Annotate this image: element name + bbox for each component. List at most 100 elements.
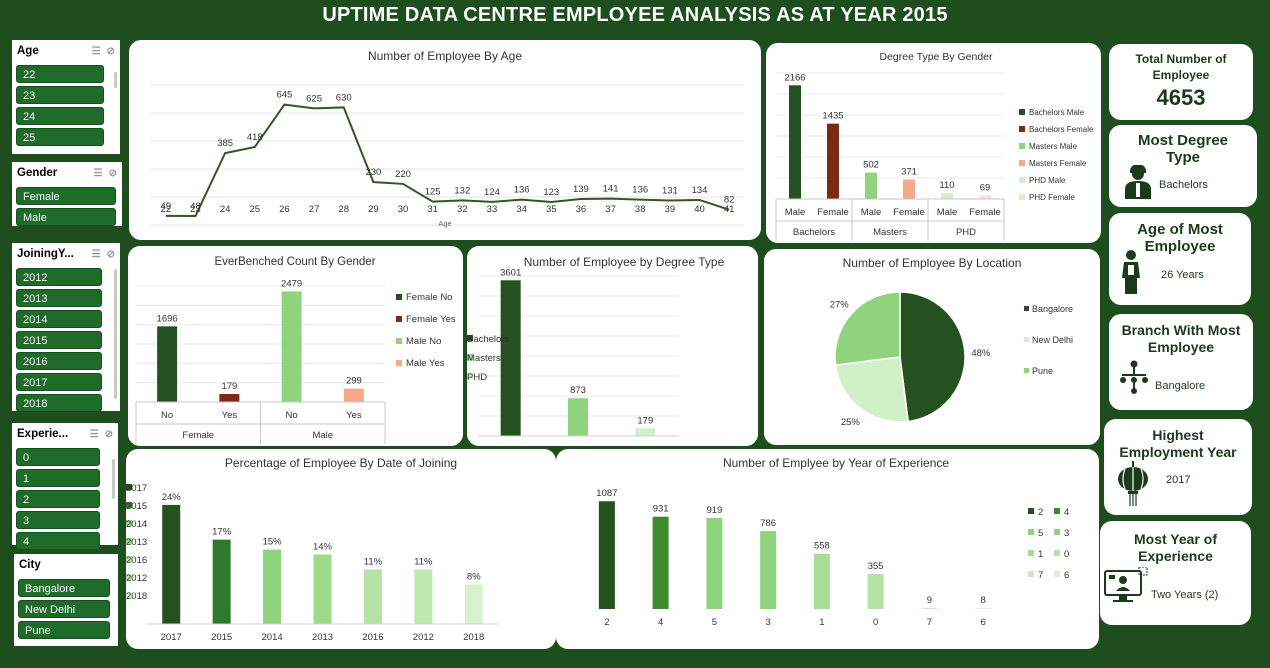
multi-select-icon[interactable]: ☰ [91, 248, 101, 260]
legend-swatch [126, 520, 132, 526]
clear-filter-icon[interactable]: ⊘ [108, 167, 117, 179]
data-label: 48% [971, 348, 991, 359]
panel-location: Number of Employee By Location 48% 25% 27% B… [764, 249, 1100, 445]
slicer-item-4[interactable]: 4 [16, 532, 100, 550]
x-tick-label: 7 [927, 617, 932, 628]
group-label: Male [312, 430, 333, 441]
legend-label: Masters Male [1029, 142, 1078, 151]
legend-swatch [467, 354, 473, 360]
legend-swatch [1024, 337, 1029, 342]
x-tick-label: 34 [516, 204, 527, 215]
slicer-item-2012[interactable]: 2012 [16, 268, 102, 286]
slicer-item-0[interactable]: 0 [16, 448, 100, 466]
legend-swatch [1028, 571, 1034, 577]
slicer-item-3[interactable]: 3 [16, 511, 100, 529]
legend-swatch [396, 316, 402, 322]
x-tick-label: 2016 [362, 632, 383, 643]
bar [313, 554, 332, 624]
slicer-item-2[interactable]: 2 [16, 490, 100, 508]
data-label: 873 [570, 385, 586, 396]
data-label: 69 [980, 182, 991, 193]
bar [343, 388, 364, 402]
chart-title: Percentage of Employee By Date of Joinin… [225, 456, 457, 470]
x-tick-label: 24 [220, 204, 231, 215]
bar [157, 326, 178, 402]
clear-filter-icon[interactable]: ⊘ [104, 428, 113, 440]
legend-label: 2018 [126, 591, 147, 602]
data-label: 371 [901, 167, 917, 178]
slicer-item-2014[interactable]: 2014 [16, 310, 102, 328]
data-label: 355 [868, 561, 884, 572]
data-label: 24% [162, 492, 182, 503]
multi-select-icon[interactable]: ☰ [91, 45, 101, 57]
legend-swatch [1024, 368, 1029, 373]
data-label: 134 [692, 185, 708, 196]
legend-label: 2014 [126, 519, 147, 530]
x-tick-label: No [161, 410, 173, 421]
kpi-year: Highest Employment Year 2017 [1104, 419, 1252, 515]
data-label: 179 [221, 381, 237, 392]
x-tick-label: 27 [309, 204, 320, 215]
scrollbar[interactable] [114, 72, 117, 88]
legend-swatch [1054, 508, 1060, 514]
multi-select-icon[interactable]: ☰ [93, 167, 103, 179]
person-icon [1122, 250, 1140, 294]
kpi-title: Branch With Most Employee [1121, 322, 1241, 355]
bar [706, 517, 723, 609]
slicer-item-female[interactable]: Female [16, 187, 116, 205]
slicer-item-2013[interactable]: 2013 [16, 289, 102, 307]
slicer-item-2018[interactable]: 2018 [16, 394, 102, 412]
legend-label: New Delhi [1032, 335, 1073, 345]
pie-slice [834, 291, 901, 366]
x-tick-label: 0 [873, 617, 878, 628]
clear-filter-icon[interactable]: ⊘ [106, 45, 115, 57]
legend-swatch [126, 502, 132, 508]
slicer-item-24[interactable]: 24 [16, 107, 104, 125]
bar [500, 280, 521, 436]
slicer-item-pune[interactable]: Pune [18, 621, 110, 639]
slicer-item-22[interactable]: 22 [16, 65, 104, 83]
x-tick-label: 30 [398, 204, 409, 215]
slicer-item-2017[interactable]: 2017 [16, 373, 102, 391]
slicer-title: Gender [17, 167, 58, 179]
data-label: 136 [514, 185, 530, 196]
kpi-title: Highest Employment Year [1119, 427, 1237, 460]
legend-swatch [126, 574, 132, 580]
data-label: 645 [276, 90, 292, 101]
data-label: 141 [603, 184, 619, 195]
scrollbar[interactable] [114, 269, 117, 399]
kpi-total: Total Number of Employee 4653 [1109, 44, 1253, 120]
slicer-item-2016[interactable]: 2016 [16, 352, 102, 370]
slicer-item-new-delhi[interactable]: New Delhi [18, 600, 110, 618]
x-axis-label: Age [438, 219, 451, 228]
slicer-item-bangalore[interactable]: Bangalore [18, 579, 110, 597]
data-label: 136 [632, 185, 648, 196]
panel-degree: Number of Employee by Degree Type 3601 873… [467, 246, 758, 446]
kpi-title: Most Year of Experience [1134, 531, 1217, 564]
data-label: 299 [346, 376, 362, 387]
group-label: Female [182, 430, 214, 441]
multi-select-icon[interactable]: ☰ [89, 428, 99, 440]
legend-label: Bachelors Female [1029, 125, 1094, 134]
data-label: 1435 [822, 111, 843, 122]
x-tick-label: 2 [604, 617, 609, 628]
legend-label: 4 [1064, 507, 1069, 518]
slicer-item-male[interactable]: Male [16, 208, 116, 226]
legend-swatch [396, 338, 402, 344]
slicer-item-23[interactable]: 23 [16, 86, 104, 104]
legend-swatch [1019, 194, 1025, 200]
slicer-item-2015[interactable]: 2015 [16, 331, 102, 349]
slicer-item-25[interactable]: 25 [16, 128, 104, 146]
legend-label: Pune [1032, 366, 1053, 376]
panel-benched: EverBenched Count By Gender 1696 179 2479 29… [128, 246, 463, 446]
data-label: 630 [336, 92, 352, 103]
legend-label: 2012 [126, 573, 147, 584]
kpi-degree: Most Degree Type Bachelors [1109, 125, 1257, 207]
x-tick-label: Yes [346, 410, 362, 421]
clear-filter-icon[interactable]: ⊘ [106, 248, 115, 260]
data-label: 139 [573, 184, 589, 195]
slicer-item-1[interactable]: 1 [16, 469, 100, 487]
scrollbar[interactable] [112, 459, 115, 499]
chart-title: Number of Emplyee by Year of Experience [723, 456, 949, 470]
legend-swatch [126, 592, 132, 598]
